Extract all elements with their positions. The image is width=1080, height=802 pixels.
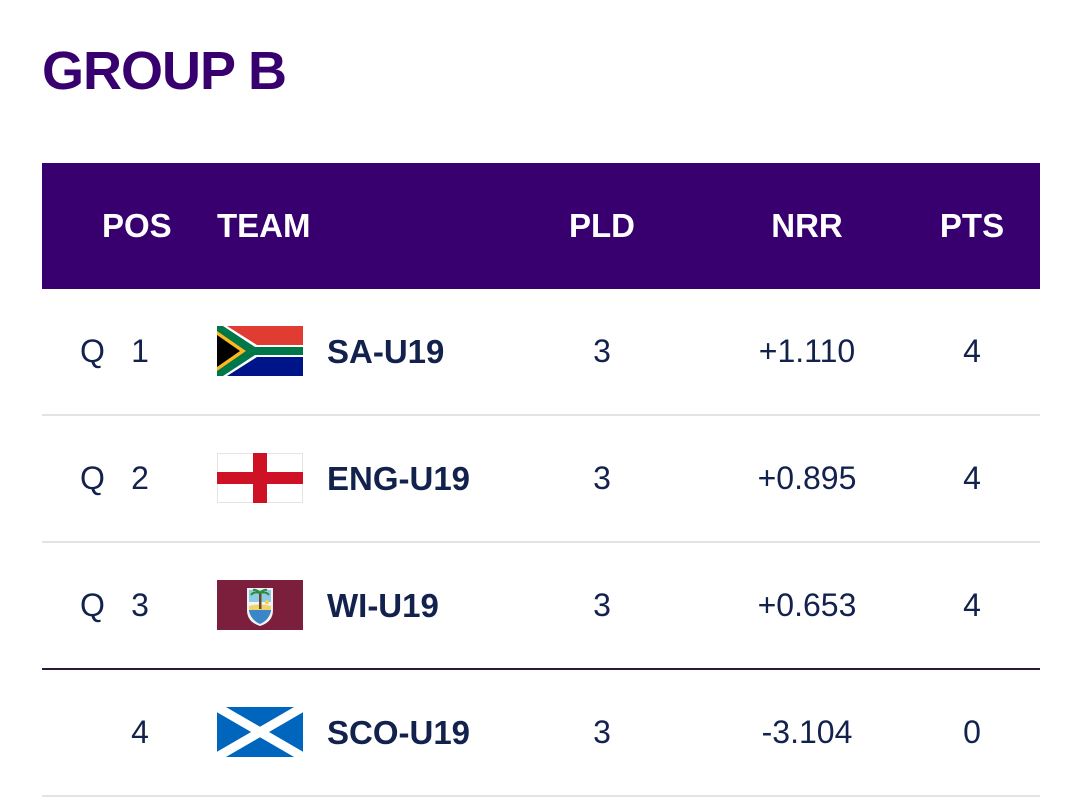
- net-run-rate: +0.895: [757, 460, 857, 496]
- table-row[interactable]: Q 2 ENG-U19 3 +0.895 4: [42, 416, 1040, 543]
- team-name[interactable]: SA-U19: [327, 333, 445, 370]
- position: 3: [131, 587, 149, 623]
- points: 4: [963, 587, 981, 623]
- team-name[interactable]: SCO-U19: [327, 714, 471, 751]
- net-run-rate: -3.104: [761, 714, 853, 750]
- points: 4: [963, 460, 981, 496]
- position: 4: [131, 714, 149, 750]
- played: 3: [593, 333, 611, 369]
- group-title: GROUP B: [42, 41, 287, 101]
- played: 3: [593, 460, 611, 496]
- qualified-marker: [80, 670, 120, 795]
- header-pts: PTS: [939, 207, 1005, 244]
- net-run-rate: +0.653: [757, 587, 857, 623]
- position: 1: [131, 333, 149, 369]
- qualified-marker: Q: [80, 460, 105, 496]
- west-indies-flag-icon: [217, 580, 303, 630]
- qualified-marker: Q: [80, 333, 105, 369]
- team-name[interactable]: ENG-U19: [327, 460, 471, 497]
- table-row[interactable]: Q 1 SA-U19 3 +1.110 4: [42, 289, 1040, 416]
- table-row[interactable]: Q 3 WI-U19 3 +0.653 4: [42, 543, 1040, 670]
- standings-table: POS TEAM PLD NRR PTS Q 1 SA-U19 3: [42, 163, 1040, 797]
- points: 4: [963, 333, 981, 369]
- england-flag-icon: [217, 453, 303, 503]
- scotland-flag-icon: [217, 707, 303, 757]
- points: 0: [963, 714, 981, 750]
- net-run-rate: +1.110: [758, 333, 856, 369]
- qualified-marker: Q: [80, 587, 105, 623]
- header-pos: POS: [102, 207, 172, 244]
- played: 3: [593, 714, 611, 750]
- header-team: TEAM: [217, 207, 311, 244]
- header-nrr: NRR: [771, 207, 843, 244]
- table-row[interactable]: 4 SCO-U19 3 -3.104 0: [42, 670, 1040, 797]
- south-africa-flag-icon: [217, 326, 303, 376]
- header-pld: PLD: [569, 207, 635, 244]
- team-name[interactable]: WI-U19: [327, 587, 439, 624]
- played: 3: [593, 587, 611, 623]
- position: 2: [131, 460, 149, 496]
- table-header: POS TEAM PLD NRR PTS: [42, 163, 1040, 289]
